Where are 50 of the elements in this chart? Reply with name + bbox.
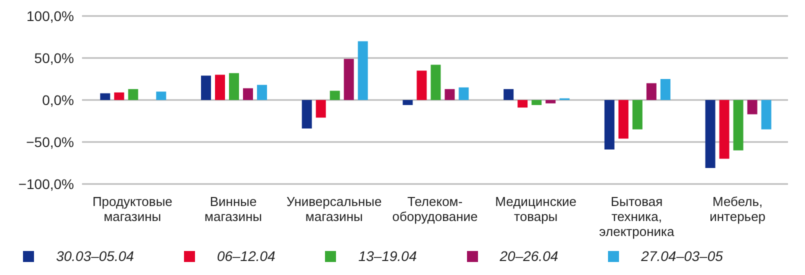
x-tick-label: Продуктовые магазины <box>92 194 172 224</box>
y-tick-label: 50,0% <box>34 50 74 66</box>
legend-label: 20–26.04 <box>500 248 558 264</box>
bar <box>546 100 556 104</box>
x-tick-label: Универсальные магазины <box>286 194 382 224</box>
bar <box>156 92 166 100</box>
bar <box>646 83 656 100</box>
x-tick-label: Винные магазины <box>204 194 262 224</box>
bar <box>402 100 413 106</box>
legend-label: 30.03–05.04 <box>56 248 134 264</box>
x-tick-label: Бытовая техника, электроника <box>599 194 676 239</box>
bar <box>532 100 542 106</box>
bar <box>733 100 744 150</box>
bar <box>316 100 326 118</box>
bar <box>114 92 124 100</box>
bar <box>761 100 772 130</box>
bar <box>243 88 254 100</box>
x-tick-label: Медицинские товары <box>495 194 577 224</box>
bar <box>518 100 528 108</box>
bar <box>618 100 628 139</box>
y-tick-label: 0,0% <box>42 92 74 108</box>
bar <box>215 74 226 100</box>
bar <box>344 58 354 100</box>
bar <box>430 64 441 100</box>
bar <box>632 100 642 130</box>
bar <box>100 93 110 100</box>
bar <box>358 41 368 100</box>
bar <box>330 90 340 100</box>
bar <box>604 100 614 150</box>
bar <box>229 73 240 100</box>
legend-label: 13–19.04 <box>358 248 417 264</box>
bar <box>504 89 514 100</box>
bar <box>458 87 469 100</box>
y-tick-label: −50,0% <box>26 134 74 150</box>
x-tick-label: Телеком- оборудование <box>392 194 478 224</box>
bar <box>302 100 312 129</box>
bar <box>257 84 268 100</box>
bar <box>719 100 730 159</box>
legend-label: 06–12.04 <box>216 248 276 264</box>
bar <box>128 89 138 100</box>
y-tick-label: −100,0% <box>18 176 74 192</box>
legend-label: 27.04–03–05 <box>641 248 723 264</box>
bar <box>660 79 670 100</box>
bar <box>416 70 427 100</box>
bar <box>201 76 212 100</box>
bar <box>747 100 758 114</box>
x-tick-label: Мебель, интерьер <box>710 194 766 224</box>
y-tick-label: 100,0% <box>26 8 74 24</box>
bar <box>444 89 455 100</box>
bar <box>705 100 716 168</box>
